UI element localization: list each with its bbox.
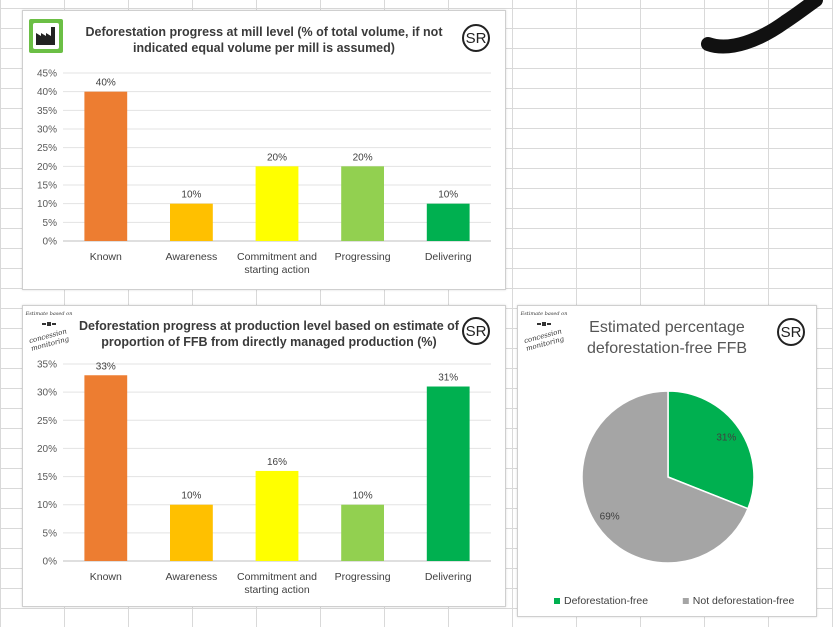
satellite-icon <box>42 322 56 326</box>
concession-monitoring-stamp: Estimate based on concession monitoring <box>25 310 73 353</box>
pie-chart-svg: 31% 69% Deforestation-free Not deforestatio… <box>554 390 795 607</box>
pie-slice <box>667 390 755 510</box>
sr-badge: SR <box>462 317 490 345</box>
y-tick-label: 25% <box>37 416 57 427</box>
bar-chart-svg: 0% 5% 10% 15% 20% 25% 30% 35% 33% Known 10% Awarene… <box>37 360 491 596</box>
legend-label: Deforestation-free <box>564 595 648 607</box>
bar <box>170 504 213 561</box>
bar-chart-svg: 0% 5% 10% 15% 20% 25% 30% 35% 40% 45% 40% Known 10% A… <box>37 69 491 276</box>
y-tick-label: 20% <box>37 162 57 173</box>
bar <box>84 91 128 242</box>
x-tick-label: Known <box>90 571 122 583</box>
bar <box>170 203 213 241</box>
data-label: 69% <box>600 512 620 523</box>
data-label: 33% <box>96 361 116 372</box>
y-tick-label: 10% <box>37 199 57 210</box>
pen-stroke <box>701 0 823 54</box>
sr-badge: SR <box>777 318 805 346</box>
x-tick-label: Awareness <box>166 571 218 583</box>
factory-icon <box>29 19 63 53</box>
x-tick-label: Commitment and <box>237 251 317 263</box>
data-label: 10% <box>438 190 458 201</box>
y-tick-label: 0% <box>43 237 58 248</box>
y-tick-label: 30% <box>37 125 57 136</box>
data-label: 10% <box>181 491 201 502</box>
data-label: 31% <box>438 373 458 384</box>
data-label: 31% <box>716 432 736 443</box>
y-tick-label: 25% <box>37 143 57 154</box>
x-tick-label: Progressing <box>335 251 391 263</box>
y-tick-label: 35% <box>37 106 57 117</box>
data-label: 40% <box>96 78 116 89</box>
mill-level-chart-panel[interactable]: Deforestation progress at mill level (% … <box>22 10 506 290</box>
y-tick-label: 0% <box>43 557 58 568</box>
bar <box>426 386 470 561</box>
chart-title: Deforestation progress at production lev… <box>79 319 459 349</box>
y-tick-label: 10% <box>37 500 57 511</box>
y-tick-label: 20% <box>37 444 57 455</box>
pie-chart-panel[interactable]: Estimate based on concession monitoring … <box>517 305 817 617</box>
bar <box>84 375 128 561</box>
bar <box>341 504 384 561</box>
satellite-icon <box>537 322 551 326</box>
concession-monitoring-stamp: Estimate based on concession monitoring <box>520 310 568 353</box>
legend-swatch <box>554 598 560 604</box>
data-label: 16% <box>267 457 287 468</box>
pie-slice <box>581 390 749 564</box>
legend-swatch <box>682 598 689 604</box>
y-tick-label: 40% <box>37 87 57 98</box>
stamp-small-text: Estimate based on <box>520 311 568 317</box>
bar <box>341 166 384 241</box>
data-label: 10% <box>353 491 373 502</box>
x-tick-label: Known <box>90 251 122 263</box>
y-tick-label: 30% <box>37 388 57 399</box>
x-tick-label: Progressing <box>335 571 391 583</box>
sr-badge: SR <box>462 24 490 52</box>
x-tick-label: starting action <box>244 584 310 596</box>
y-tick-label: 15% <box>37 181 57 192</box>
bar <box>255 470 299 561</box>
data-label: 20% <box>267 152 287 163</box>
y-tick-label: 45% <box>37 69 57 80</box>
bar <box>426 203 470 241</box>
data-label: 10% <box>181 190 201 201</box>
legend-label: Not deforestation-free <box>693 595 795 607</box>
x-tick-label: Commitment and <box>237 571 317 583</box>
chart-title: Deforestation progress at mill level (% … <box>85 25 443 55</box>
x-tick-label: Delivering <box>425 571 472 583</box>
y-tick-label: 15% <box>37 472 57 483</box>
stamp-small-text: Estimate based on <box>25 311 73 317</box>
y-tick-label: 5% <box>43 528 58 539</box>
y-tick-label: 35% <box>37 360 57 371</box>
x-tick-label: Awareness <box>166 251 218 263</box>
chart-title: Estimated percentage deforestation-free … <box>586 319 748 357</box>
data-label: 20% <box>353 152 373 163</box>
bar <box>255 166 299 241</box>
production-level-chart-panel[interactable]: Estimate based on concession monitoring … <box>22 305 506 607</box>
x-tick-label: starting action <box>244 264 310 276</box>
y-tick-label: 5% <box>43 218 58 229</box>
x-tick-label: Delivering <box>425 251 472 263</box>
